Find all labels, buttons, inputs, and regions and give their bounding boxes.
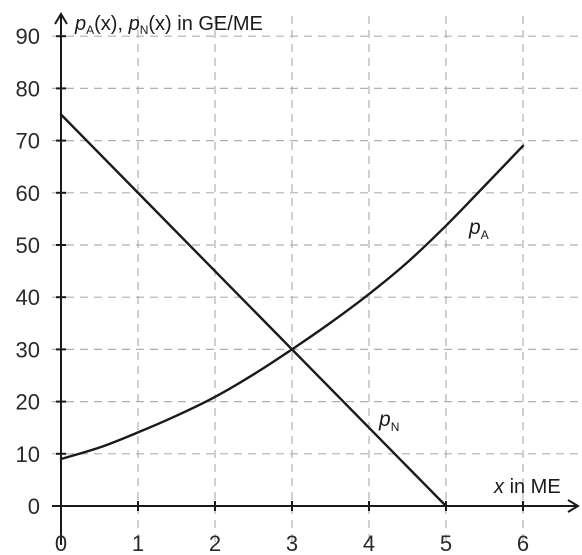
y-tick-label: 90 bbox=[16, 24, 40, 49]
y-tick-label: 30 bbox=[16, 337, 40, 362]
axes bbox=[52, 12, 580, 545]
x-title-unit: in ME bbox=[510, 476, 561, 498]
y-title-arg1: (x), bbox=[94, 13, 128, 35]
x-tick-label: 6 bbox=[517, 531, 529, 555]
y-axis-arrow bbox=[54, 12, 68, 25]
x-axis-arrow bbox=[567, 499, 580, 513]
grid bbox=[52, 16, 578, 545]
series-layer bbox=[59, 113, 525, 508]
series-line-pN bbox=[59, 113, 448, 508]
y-tick-label: 40 bbox=[16, 285, 40, 310]
y-tick-label: 20 bbox=[16, 390, 40, 415]
x-tick-label: 0 bbox=[55, 531, 67, 555]
x-tick-label: 3 bbox=[286, 531, 298, 555]
y-tick-label: 60 bbox=[16, 181, 40, 206]
y-title-sub2: N bbox=[140, 23, 149, 37]
y-tick-label: 0 bbox=[28, 494, 40, 519]
y-title-arg2: (x) in GE/ME bbox=[148, 13, 262, 35]
y-tick-label: 80 bbox=[16, 76, 40, 101]
series-label-pN: pN bbox=[378, 408, 399, 434]
y-tick-label: 10 bbox=[16, 442, 40, 467]
x-title-var: x bbox=[493, 476, 505, 498]
y-title-p2: p bbox=[128, 13, 140, 35]
y-title-p1: p bbox=[74, 13, 86, 35]
x-tick-label: 2 bbox=[209, 531, 221, 555]
x-axis-title: x in ME bbox=[493, 476, 561, 498]
y-tick-label: 70 bbox=[16, 129, 40, 154]
y-tick-label: 50 bbox=[16, 233, 40, 258]
x-tick-label: 5 bbox=[440, 531, 452, 555]
y-axis-title: pA(x), pN(x) in GE/ME bbox=[74, 13, 263, 37]
series-label-pA: pA bbox=[468, 216, 489, 242]
x-tick-label: 1 bbox=[132, 531, 144, 555]
y-title-sub1: A bbox=[86, 23, 94, 37]
x-tick-label: 4 bbox=[363, 531, 375, 555]
